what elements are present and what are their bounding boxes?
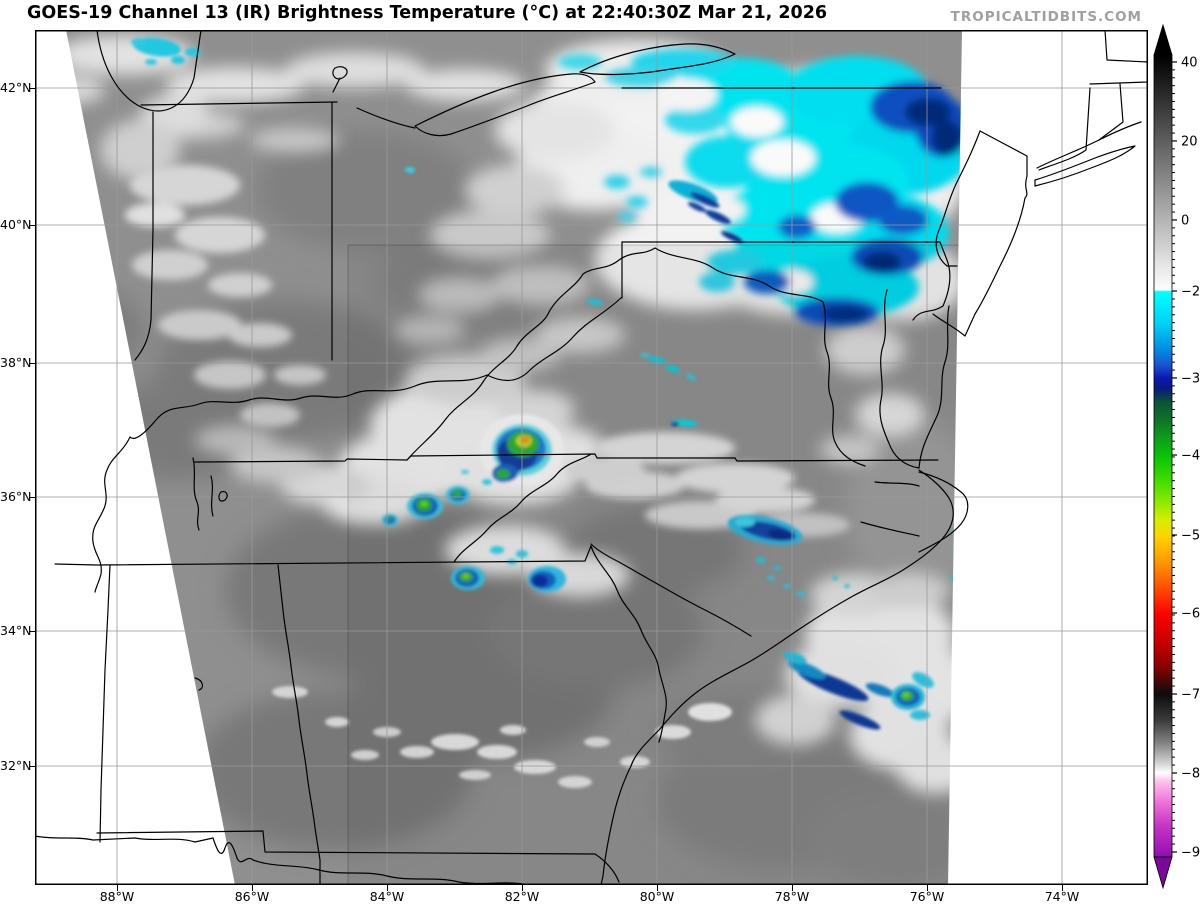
colorbar-tick-label: 0 — [1181, 213, 1189, 228]
tropicaltidbits-watermark: TROPICALTIDBITS.COM — [950, 9, 1142, 25]
colorbar-tick-label: −80 — [1181, 767, 1200, 782]
cumulus-puffs — [272, 686, 732, 788]
lat-tick-label: 34°N — [0, 623, 32, 638]
lon-tick-label: 86°W — [234, 889, 270, 904]
satellite-map — [35, 30, 1148, 885]
colorbar-tick-label: −60 — [1181, 607, 1200, 622]
colorbar-tick-label: −70 — [1181, 688, 1200, 703]
lat-tick-mark — [29, 88, 35, 89]
lon-tick-label: 84°W — [369, 889, 405, 904]
lon-tick-mark — [117, 885, 118, 891]
lon-tick-mark — [792, 885, 793, 891]
lat-tick-label: 40°N — [0, 217, 32, 232]
colorbar-over-arrow — [1153, 23, 1173, 56]
lat-tick-label: 32°N — [0, 758, 32, 773]
colorbar-ticks — [1172, 61, 1177, 853]
lat-tick-mark — [29, 766, 35, 767]
lat-tick-mark — [29, 363, 35, 364]
colorbar-tick-label: 40 — [1181, 55, 1198, 70]
lon-tick-mark — [522, 885, 523, 891]
lat-tick-label: 36°N — [0, 489, 32, 504]
map-frame — [35, 30, 1148, 885]
lon-tick-label: 74°W — [1044, 889, 1080, 904]
cyan-specks — [131, 37, 964, 596]
lon-tick-label: 78°W — [774, 889, 810, 904]
cloud-streaks — [125, 165, 850, 537]
lon-tick-label: 76°W — [909, 889, 945, 904]
temperature-colorbar: 40 20 0 −20 −30 −40 −50 −60 −70 −80 −90 — [1153, 23, 1200, 890]
lon-tick-label: 82°W — [504, 889, 540, 904]
cold-streak-dashes — [668, 180, 743, 243]
lon-tick-label: 80°W — [639, 889, 675, 904]
colorbar-tick-label: −50 — [1181, 528, 1200, 543]
lon-tick-mark — [387, 885, 388, 891]
lon-tick-mark — [1062, 885, 1063, 891]
no-data-mask — [35, 30, 1148, 885]
lat-tick-mark — [29, 497, 35, 498]
meso-sector-seam — [347, 244, 963, 885]
colorbar-tick-label: −90 — [1181, 846, 1200, 861]
colorbar-tick-label: −30 — [1181, 371, 1200, 386]
colorbar-tick-label: −20 — [1181, 285, 1200, 300]
lon-tick-mark — [252, 885, 253, 891]
lat-tick-label: 38°N — [0, 355, 32, 370]
colorbar-tick-label: −40 — [1181, 449, 1200, 464]
colorbar-under-arrow — [1153, 856, 1173, 890]
lat-tick-label: 42°N — [0, 80, 32, 95]
state-borders — [35, 30, 1148, 885]
lon-tick-mark — [657, 885, 658, 891]
page-title: GOES-19 Channel 13 (IR) Brightness Tempe… — [27, 3, 828, 23]
cold-streaks — [727, 515, 895, 730]
colorbar-gradient — [1153, 54, 1173, 858]
lat-tick-mark — [29, 631, 35, 632]
lon-tick-label: 88°W — [99, 889, 135, 904]
lon-tick-mark — [927, 885, 928, 891]
colorbar-tick-label: 20 — [1181, 134, 1198, 149]
lat-tick-mark — [29, 225, 35, 226]
grid-layer — [35, 30, 1148, 885]
